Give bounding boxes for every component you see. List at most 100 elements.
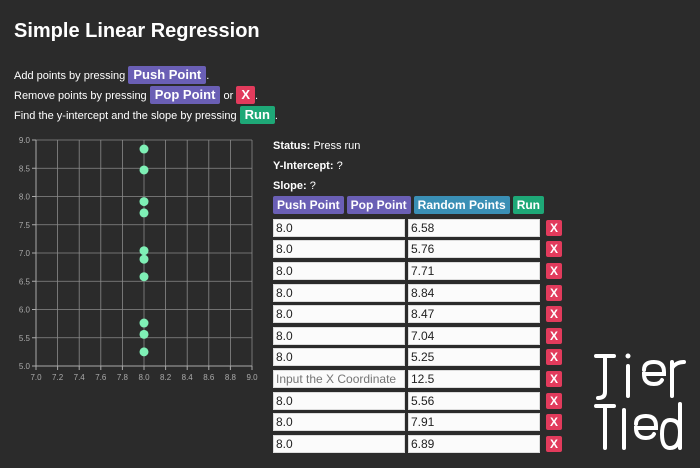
remove-point-button[interactable]: X bbox=[546, 370, 562, 387]
y-coordinate-input[interactable] bbox=[408, 305, 540, 324]
x-tick-label: 7.6 bbox=[95, 373, 107, 382]
remove-point-button[interactable]: X bbox=[546, 262, 562, 279]
point-row: X bbox=[273, 433, 562, 455]
status-value: Press run bbox=[313, 140, 361, 152]
instruction-line-2: Remove points by pressing Pop Point or X… bbox=[14, 86, 258, 104]
slope-line: Slope: ? bbox=[273, 180, 316, 192]
data-point bbox=[139, 208, 149, 218]
x-tick-label: 8.4 bbox=[182, 373, 194, 382]
y-tick-label: 6.5 bbox=[19, 277, 31, 286]
data-point bbox=[139, 165, 149, 175]
intercept-value: ? bbox=[336, 160, 343, 172]
y-coordinate-input[interactable] bbox=[408, 391, 540, 410]
x-tick-label: 7.2 bbox=[52, 373, 64, 382]
point-row: X bbox=[273, 368, 562, 390]
y-tick-label: 7.5 bbox=[19, 221, 31, 230]
y-coordinate-input[interactable] bbox=[408, 326, 540, 345]
pop-point-hint-badge: Pop Point bbox=[149, 86, 221, 104]
y-coordinate-input[interactable] bbox=[408, 413, 540, 432]
x-coordinate-input[interactable] bbox=[273, 369, 405, 388]
y-tick-label: 8.0 bbox=[19, 193, 31, 202]
intercept-label: Y-Intercept: bbox=[273, 160, 334, 172]
x-tick-label: 9.0 bbox=[246, 373, 258, 382]
x-coordinate-input[interactable] bbox=[273, 326, 405, 345]
data-point bbox=[139, 254, 149, 264]
point-row: X bbox=[273, 217, 562, 239]
y-tick-label: 5.5 bbox=[19, 334, 31, 343]
point-row: X bbox=[273, 347, 562, 369]
x-coordinate-input[interactable] bbox=[273, 283, 405, 302]
slope-label: Slope: bbox=[273, 180, 307, 192]
slope-value: ? bbox=[309, 180, 316, 192]
instruction-period: . bbox=[206, 70, 210, 82]
point-row: X bbox=[273, 260, 562, 282]
x-tick-label: 7.4 bbox=[74, 373, 86, 382]
point-row: X bbox=[273, 411, 562, 433]
point-list: XXXXXXXXXXX bbox=[273, 217, 562, 455]
remove-point-button[interactable]: X bbox=[546, 392, 562, 409]
y-tick-label: 6.0 bbox=[19, 306, 31, 315]
status-line: Status: Press run bbox=[273, 140, 360, 152]
remove-point-button[interactable]: X bbox=[546, 241, 562, 258]
y-coordinate-input[interactable] bbox=[408, 261, 540, 280]
y-coordinate-input[interactable] bbox=[408, 369, 540, 388]
run-hint-badge: Run bbox=[239, 106, 275, 124]
remove-point-button[interactable]: X bbox=[546, 327, 562, 344]
tied-logo-icon bbox=[594, 353, 686, 451]
x-tick-label: 8.8 bbox=[225, 373, 237, 382]
y-tick-label: 8.5 bbox=[19, 164, 31, 173]
push-point-button[interactable]: Push Point bbox=[273, 196, 344, 214]
x-hint-badge: X bbox=[236, 86, 255, 104]
data-point bbox=[139, 246, 149, 256]
x-coordinate-input[interactable] bbox=[273, 218, 405, 237]
instruction-line-1: Add points by pressing Push Point. bbox=[14, 66, 209, 84]
data-point bbox=[139, 318, 149, 328]
point-row: X bbox=[273, 282, 562, 304]
x-coordinate-input[interactable] bbox=[273, 391, 405, 410]
remove-point-button[interactable]: X bbox=[546, 414, 562, 431]
x-coordinate-input[interactable] bbox=[273, 305, 405, 324]
data-point bbox=[139, 329, 149, 339]
remove-point-button[interactable]: X bbox=[546, 306, 562, 323]
instruction-text: Add points by pressing bbox=[14, 70, 126, 82]
pop-point-button[interactable]: Pop Point bbox=[346, 196, 411, 214]
random-points-button[interactable]: Random Points bbox=[413, 196, 510, 214]
remove-point-button[interactable]: X bbox=[546, 349, 562, 366]
x-coordinate-input[interactable] bbox=[273, 261, 405, 280]
remove-point-button[interactable]: X bbox=[546, 219, 562, 236]
instruction-text: Remove points by pressing bbox=[14, 90, 147, 102]
y-coordinate-input[interactable] bbox=[408, 348, 540, 367]
data-point bbox=[139, 144, 149, 154]
y-tick-label: 9.0 bbox=[19, 136, 31, 145]
instruction-period: . bbox=[274, 110, 278, 122]
y-coordinate-input[interactable] bbox=[408, 240, 540, 259]
data-point bbox=[139, 197, 149, 207]
intercept-line: Y-Intercept: ? bbox=[273, 160, 343, 172]
scatter-chart: 7.0 7.2 7.4 7.6 7.8 8.0 8.2 8.4 8.6 8.8 9.0 5.0 5.5 6… bbox=[19, 136, 258, 382]
x-coordinate-input[interactable] bbox=[273, 348, 405, 367]
x-tick-label: 8.6 bbox=[203, 373, 215, 382]
instruction-period: . bbox=[255, 90, 259, 102]
x-coordinate-input[interactable] bbox=[273, 434, 405, 453]
point-row: X bbox=[273, 239, 562, 261]
data-point bbox=[139, 272, 149, 282]
y-tick-label: 7.0 bbox=[19, 249, 31, 258]
y-coordinate-input[interactable] bbox=[408, 218, 540, 237]
y-coordinate-input[interactable] bbox=[408, 283, 540, 302]
run-button[interactable]: Run bbox=[512, 196, 545, 214]
y-tick-label: 5.0 bbox=[19, 362, 31, 371]
status-label: Status: bbox=[273, 140, 311, 152]
remove-point-button[interactable]: X bbox=[546, 435, 562, 452]
x-coordinate-input[interactable] bbox=[273, 240, 405, 259]
x-coordinate-input[interactable] bbox=[273, 413, 405, 432]
instruction-line-3: Find the y-intercept and the slope by pr… bbox=[14, 106, 278, 124]
data-point bbox=[139, 347, 149, 357]
page-title: Simple Linear Regression bbox=[14, 20, 260, 42]
x-tick-label: 7.0 bbox=[30, 373, 42, 382]
y-coordinate-input[interactable] bbox=[408, 434, 540, 453]
remove-point-button[interactable]: X bbox=[546, 284, 562, 301]
x-tick-label: 7.8 bbox=[117, 373, 129, 382]
action-buttons: Push Point Pop Point Random Points Run bbox=[273, 196, 545, 214]
x-tick-label: 8.2 bbox=[160, 373, 172, 382]
point-row: X bbox=[273, 325, 562, 347]
